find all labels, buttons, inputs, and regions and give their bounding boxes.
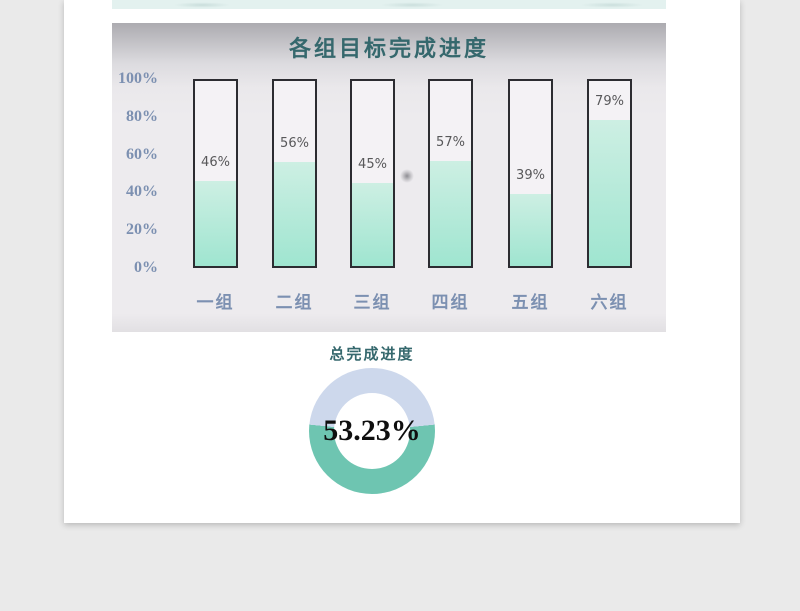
bar-group-5: 39% [508,79,553,268]
bar-group-4: 57% [428,79,473,268]
y-axis-tick: 100% [118,70,158,87]
bar-fill [510,193,551,266]
y-axis-tick: 0% [134,259,158,276]
bar-group-6: 79% [587,79,632,268]
x-axis-label: 一组 [196,293,235,312]
donut-chart[interactable]: 53.23% [309,368,435,494]
y-axis-tick: 60% [126,145,158,163]
bar-chart-panel[interactable]: 各组目标完成进度 100% 80% 60% 40% 20% 0% 46% 一组 56% 二组 45%… [112,23,666,332]
bar-value-label: 45% [358,156,387,172]
x-axis-label: 六组 [590,293,629,312]
donut-chart-title: 总完成进度 [329,347,415,363]
bar-fill [589,119,630,266]
donut-center-value: 53.23% [323,414,421,447]
bar-value-label: 57% [436,134,465,150]
x-axis-label: 五组 [511,293,550,312]
y-axis-tick: 40% [126,183,158,201]
bar-group-1: 46% [193,79,238,268]
bar-group-2: 56% [272,79,317,268]
bar-value-label: 79% [595,93,624,109]
donut-hole [334,393,410,469]
y-axis-tick: 80% [126,107,158,125]
cropped-table-row-remnant [112,0,666,9]
bar-group-3: 45% [350,79,395,268]
x-axis-label: 四组 [431,293,470,312]
bar-value-label: 46% [201,154,230,170]
bar-fill [195,180,236,266]
bar-chart-title: 各组目标完成进度 [288,36,489,61]
content-card: 各组目标完成进度 100% 80% 60% 40% 20% 0% 46% 一组 56% 二组 45%… [64,0,740,523]
y-axis-tick: 20% [126,221,158,239]
bar-fill [352,182,393,266]
watermark-dot [400,169,414,183]
bar-fill [274,162,315,266]
x-axis-label: 三组 [353,293,392,312]
bar-value-label: 39% [516,167,545,183]
x-axis-label: 二组 [275,293,314,312]
bar-fill [430,160,471,266]
bar-value-label: 56% [280,136,309,152]
